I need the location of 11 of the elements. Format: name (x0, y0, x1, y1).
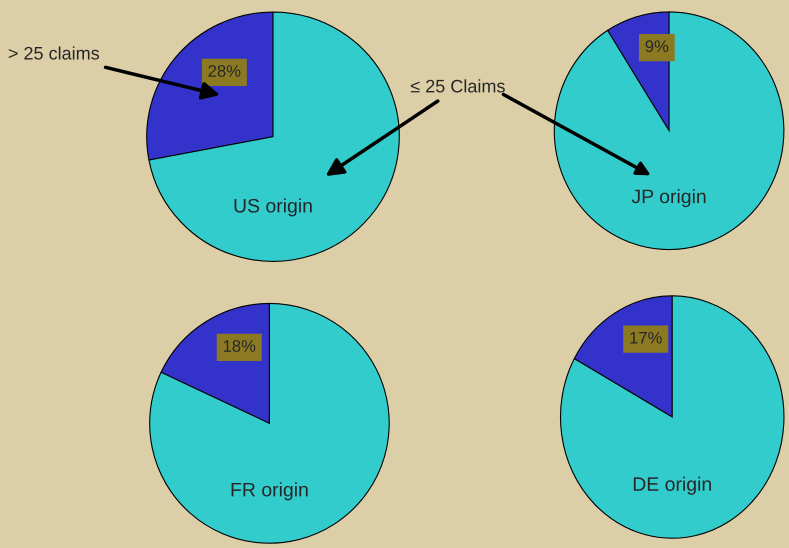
data-label: 17% (630, 332, 662, 344)
text: FR origin (232, 482, 308, 500)
text: DE origin (634, 476, 711, 495)
pie-slice (149, 302, 390, 544)
data-label: 28% (208, 65, 240, 77)
text: US origin (234, 198, 312, 216)
data-label: 9% (646, 40, 668, 52)
slice-label: > 25 claims (8, 46, 100, 60)
text: JP origin (632, 189, 706, 208)
slice-label: ≤ 25 Claims (410, 79, 505, 93)
data-label: 18% (224, 340, 256, 352)
